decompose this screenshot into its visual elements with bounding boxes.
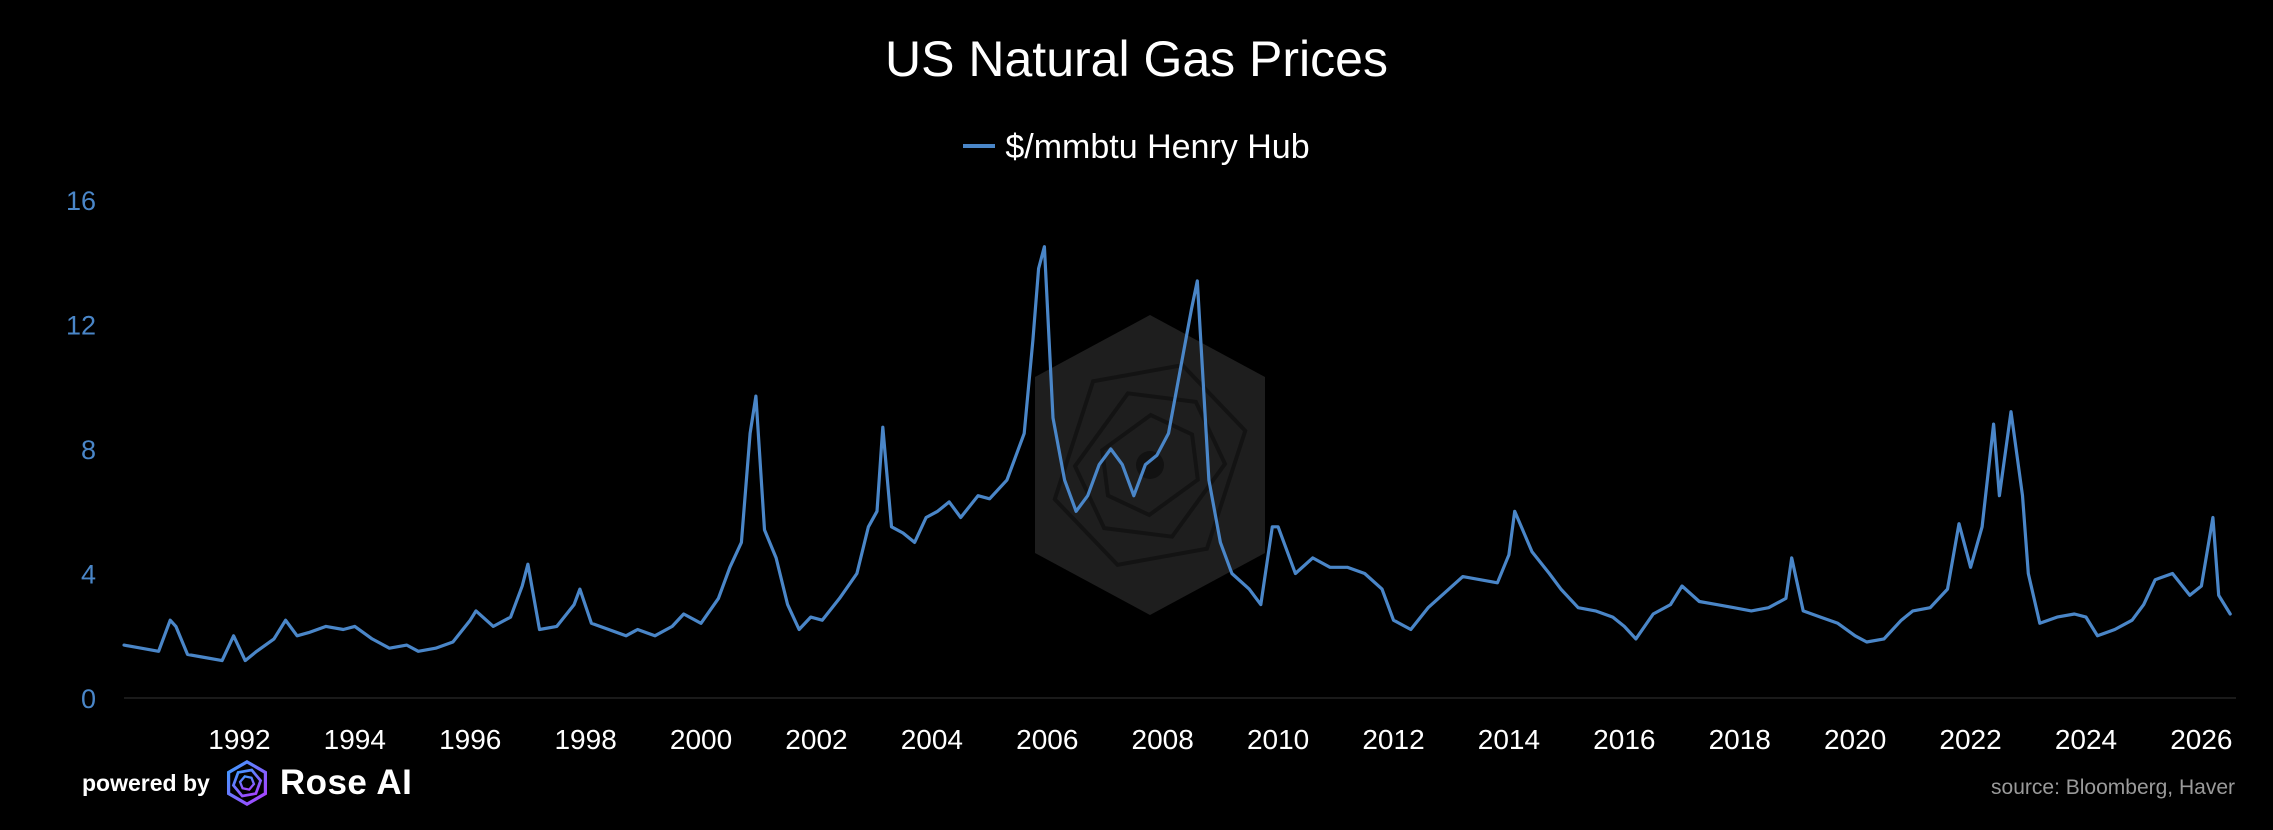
y-tick-label: 12 — [66, 311, 96, 341]
legend-label: $/mmbtu Henry Hub — [1005, 128, 1310, 166]
powered-by-text: powered by — [82, 769, 210, 796]
rose-ai-logo-icon — [226, 760, 267, 806]
source-note: source: Bloomberg, Haver — [1991, 776, 2235, 799]
x-tick-label: 1994 — [324, 724, 386, 755]
y-tick-label: 8 — [81, 435, 96, 465]
x-tick-label: 2022 — [1939, 724, 2001, 755]
x-tick-label: 2010 — [1247, 724, 1309, 755]
series-line-henry-hub — [122, 245, 2232, 663]
x-tick-label: 2018 — [1709, 724, 1771, 755]
x-tick-label: 2020 — [1824, 724, 1886, 755]
x-tick-label: 2014 — [1478, 724, 1540, 755]
x-tick-label: 1996 — [439, 724, 501, 755]
x-tick-label: 1998 — [554, 724, 616, 755]
rose-watermark-icon — [1035, 315, 1265, 615]
y-tick-label: 0 — [81, 684, 96, 714]
x-tick-label: 2024 — [2055, 724, 2117, 755]
chart-title: US Natural Gas Prices — [885, 31, 1388, 87]
x-tick-label: 2004 — [901, 724, 963, 755]
x-tick-label: 1992 — [208, 724, 270, 755]
powered-by-badge: powered by Rose AI — [82, 760, 412, 806]
x-tick-label: 2016 — [1593, 724, 1655, 755]
x-tick-label: 2008 — [1132, 724, 1194, 755]
x-tick-label: 2000 — [670, 724, 732, 755]
legend-swatch — [963, 144, 996, 149]
y-tick-label: 16 — [66, 186, 96, 216]
y-tick-label: 4 — [81, 560, 96, 590]
x-tick-label: 2006 — [1016, 724, 1078, 755]
x-tick-label: 2026 — [2170, 724, 2232, 755]
brand-name: Rose AI — [279, 763, 413, 802]
x-tick-label: 2012 — [1362, 724, 1424, 755]
x-tick-label: 2002 — [785, 724, 847, 755]
chart-legend: $/mmbtu Henry Hub — [0, 128, 2273, 167]
